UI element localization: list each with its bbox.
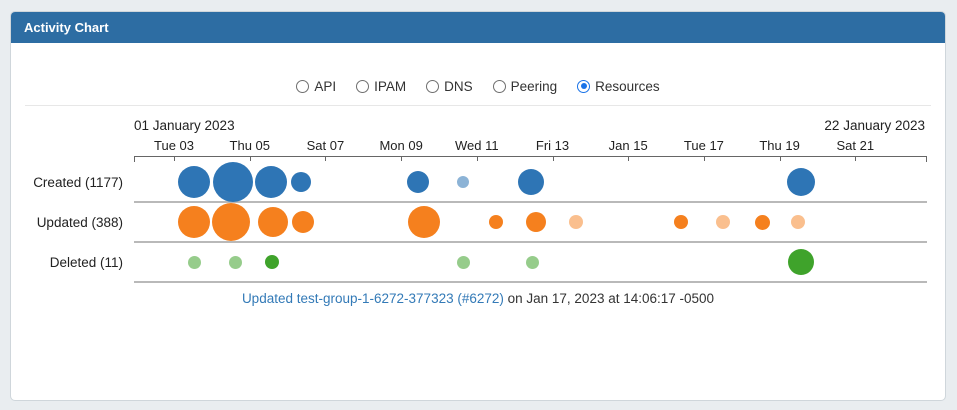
axis-left-endcap	[134, 156, 135, 162]
deleted-bubble[interactable]	[788, 249, 814, 275]
radio-option-api[interactable]: API	[296, 79, 336, 94]
updated-bubble[interactable]	[212, 203, 250, 241]
axis-tick-label: Tue 03	[154, 138, 195, 153]
updated-bubble[interactable]	[569, 215, 583, 229]
radio-icon[interactable]	[492, 79, 506, 93]
radio-icon[interactable]	[296, 79, 310, 93]
deleted-bubble[interactable]	[187, 255, 201, 269]
axis-tick-mark	[703, 156, 705, 161]
radio-label-dns: DNS	[444, 78, 473, 94]
axis-tick-label: Sat 07	[306, 138, 345, 153]
axis-tick-mark	[855, 156, 857, 161]
activity-chart-panel: Activity Chart API IPAM DNS Peering Resource…	[10, 11, 946, 401]
axis-tick-label: Jan 15	[608, 138, 648, 153]
radio-dot	[580, 83, 587, 89]
axis-tick-label: Fri 13	[535, 138, 570, 153]
activity-status-line: Updated test-group-1-6272-377323 (#6272)…	[11, 290, 945, 308]
updated-bubble[interactable]	[489, 215, 503, 229]
activity-type-radiogroup: API IPAM DNS Peering Resources	[11, 75, 945, 97]
created-bubble[interactable]	[213, 162, 253, 202]
axis-tick-mark	[779, 156, 781, 161]
axis-tick-mark	[401, 156, 403, 161]
row-label-deleted: Deleted (11)	[49, 255, 123, 270]
axis-tick-mark	[249, 156, 251, 161]
radio-label-api: API	[314, 78, 337, 94]
range-start-label: 01 January 2023	[134, 118, 235, 133]
radio-label-ipam: IPAM	[374, 78, 407, 94]
axis-tick-mark	[552, 156, 554, 161]
panel-title: Activity Chart	[24, 20, 109, 35]
plot-area: Tue 03 Thu 05 Sat 07 Mon 09 Wed 11 Fri 13 Jan …	[134, 138, 927, 288]
radio-option-ipam[interactable]: IPAM	[356, 79, 406, 94]
row-separator-updated	[134, 241, 927, 243]
axis-tick-mark	[174, 156, 176, 161]
row-labels-column: Created (1177) Updated (388) Deleted (11)	[19, 12, 123, 400]
x-axis-line	[134, 156, 927, 157]
row-separator-created	[134, 201, 927, 203]
updated-bubble[interactable]	[178, 206, 210, 238]
row-label-created: Created (1177)	[33, 175, 123, 190]
activity-detail-timestamp: on Jan 17, 2023 at 14:06:17 -0500	[503, 291, 715, 306]
range-end-label: 22 January 2023	[824, 118, 925, 133]
axis-tick-label: Thu 05	[229, 138, 271, 153]
radio-icon[interactable]	[356, 79, 370, 93]
created-bubble[interactable]	[518, 169, 544, 195]
axis-tick-mark	[476, 156, 478, 161]
deleted-bubble[interactable]	[525, 255, 539, 269]
radio-selected-icon[interactable]	[577, 79, 591, 93]
updated-bubble[interactable]	[526, 212, 546, 232]
deleted-bubble[interactable]	[228, 255, 242, 269]
updated-bubble[interactable]	[258, 207, 288, 237]
created-bubble[interactable]	[457, 176, 469, 188]
axis-right-endcap	[926, 156, 927, 162]
created-bubble[interactable]	[255, 166, 287, 198]
created-bubble[interactable]	[787, 168, 815, 196]
row-label-updated: Updated (388)	[36, 215, 123, 230]
updated-bubble[interactable]	[408, 206, 440, 238]
panel-header: Activity Chart	[11, 12, 945, 43]
deleted-bubble[interactable]	[265, 255, 279, 269]
axis-tick-label: Thu 19	[759, 138, 800, 153]
created-bubble[interactable]	[407, 171, 429, 193]
radio-label-peering: Peering	[510, 78, 558, 94]
radio-option-peering[interactable]: Peering	[492, 78, 558, 94]
radio-icon[interactable]	[426, 79, 440, 93]
updated-bubble[interactable]	[754, 214, 770, 230]
header-divider	[25, 105, 931, 106]
axis-tick-label: Mon 09	[379, 138, 423, 153]
row-separator-deleted	[134, 281, 927, 283]
deleted-bubble[interactable]	[456, 255, 470, 269]
radio-label-resources: Resources	[595, 78, 660, 94]
updated-bubble[interactable]	[674, 215, 688, 229]
created-bubble[interactable]	[291, 172, 311, 192]
updated-bubble[interactable]	[716, 215, 730, 229]
radio-option-resources[interactable]: Resources	[577, 79, 660, 94]
axis-tick-label: Sat 21	[836, 138, 875, 153]
updated-bubble[interactable]	[292, 211, 314, 233]
axis-tick-label: Wed 11	[455, 138, 499, 153]
axis-tick-mark	[325, 156, 327, 161]
created-bubble[interactable]	[178, 166, 210, 198]
radio-option-dns[interactable]: DNS	[426, 79, 473, 94]
axis-tick-mark	[628, 156, 630, 161]
axis-tick-label: Tue 17	[683, 138, 724, 153]
updated-bubble[interactable]	[791, 215, 805, 229]
activity-detail-link[interactable]: Updated test-group-1-6272-377323 (#6272)	[241, 291, 504, 306]
